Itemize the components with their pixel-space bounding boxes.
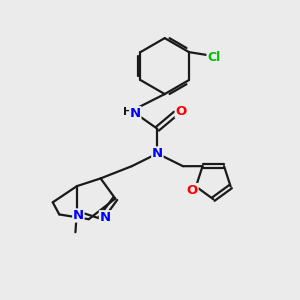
Text: O: O	[187, 184, 198, 196]
Text: O: O	[175, 105, 187, 118]
Text: N: N	[130, 107, 141, 120]
Text: Cl: Cl	[207, 52, 220, 64]
Text: H: H	[123, 107, 132, 117]
Text: N: N	[100, 211, 111, 224]
Text: N: N	[152, 147, 163, 160]
Text: N: N	[73, 209, 84, 222]
